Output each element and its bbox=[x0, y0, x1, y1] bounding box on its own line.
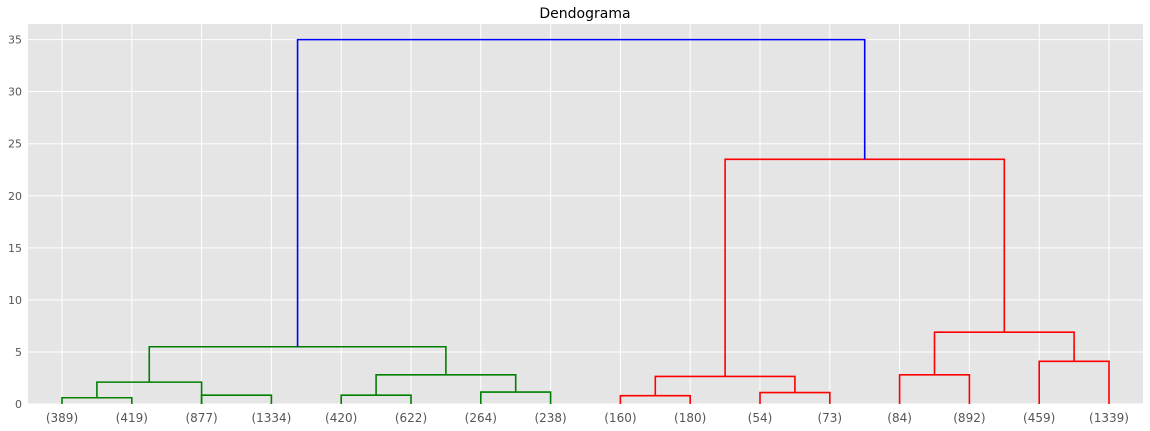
y-tick-label: 30 bbox=[8, 86, 22, 99]
y-tick-label: 35 bbox=[8, 34, 22, 47]
leaf-label: (84) bbox=[887, 411, 912, 425]
leaf-label: (419) bbox=[116, 411, 148, 425]
dendrogram-link bbox=[759, 391, 831, 404]
leaf-label: (73) bbox=[817, 411, 842, 425]
x-axis-leaf-labels: (389) (419) (877) (1334) (420) (622) (264) (238… bbox=[46, 411, 1129, 425]
dendrogram-link bbox=[296, 38, 866, 347]
leaf-label: (1334) bbox=[251, 411, 291, 425]
leaf-label: (892) bbox=[953, 411, 985, 425]
dendrogram-link bbox=[340, 394, 412, 404]
leaf-label: (54) bbox=[748, 411, 773, 425]
leaf-label: (1339) bbox=[1089, 411, 1129, 425]
y-axis-ticks: 0 5 10 15 20 25 30 35 bbox=[8, 34, 22, 411]
dendrogram-link bbox=[654, 375, 796, 396]
leaf-label: (238) bbox=[534, 411, 566, 425]
dendrogram-link bbox=[148, 345, 447, 383]
leaf-label: (264) bbox=[465, 411, 497, 425]
y-tick-label: 10 bbox=[8, 294, 22, 307]
y-tick-label: 0 bbox=[15, 398, 22, 411]
dendrogram-links bbox=[61, 38, 1110, 404]
y-tick-label: 5 bbox=[15, 346, 22, 359]
chart-title: Dendograma bbox=[539, 6, 630, 22]
leaf-label: (160) bbox=[604, 411, 636, 425]
y-tick-label: 20 bbox=[8, 190, 22, 203]
dendrogram-link bbox=[200, 394, 273, 404]
y-tick-label: 15 bbox=[8, 242, 22, 255]
leaf-label: (459) bbox=[1023, 411, 1055, 425]
leaf-label: (389) bbox=[46, 411, 78, 425]
grid-lines bbox=[28, 24, 1143, 405]
leaf-label: (622) bbox=[395, 411, 427, 425]
leaf-label: (420) bbox=[325, 411, 357, 425]
y-tick-label: 25 bbox=[8, 138, 22, 151]
leaf-label: (180) bbox=[674, 411, 706, 425]
leaf-label: (877) bbox=[185, 411, 217, 425]
plot-background bbox=[28, 24, 1143, 404]
